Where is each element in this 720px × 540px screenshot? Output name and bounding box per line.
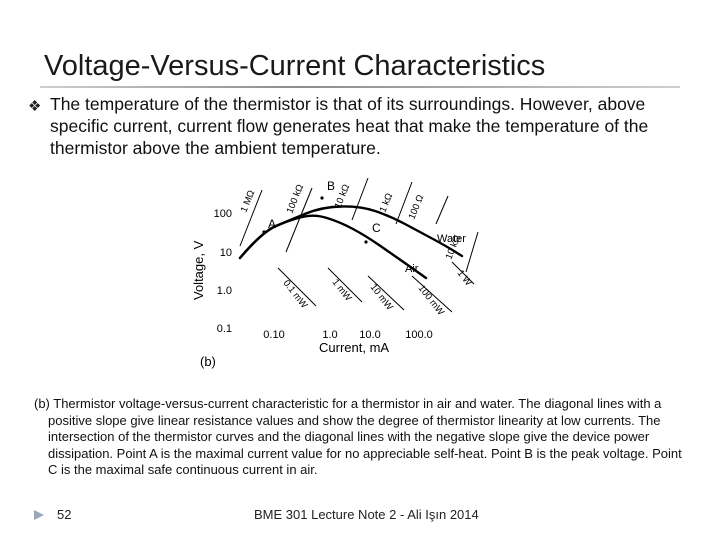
resistance-line-label: 1 MΩ <box>239 189 258 214</box>
series-label-air: Air <box>405 263 419 275</box>
y-tick-label: 1.0 <box>217 285 232 297</box>
point-label-b: B <box>327 179 335 193</box>
panel-label: (b) <box>200 354 216 369</box>
x-tick-label: 10.0 <box>359 329 380 341</box>
x-tick-label: 1.0 <box>322 329 337 341</box>
point-marker-a <box>262 230 266 234</box>
power-line <box>367 275 405 311</box>
power-line-label: 1 W <box>455 268 474 288</box>
power-line-label: 0.1 mW <box>281 278 310 311</box>
y-tick-label: 0.1 <box>217 323 232 335</box>
bullet-icon: ❖ <box>28 98 42 115</box>
series-label-water: Water <box>437 233 466 245</box>
resistance-line <box>351 177 369 221</box>
x-axis-label: Current, mA <box>319 340 389 355</box>
resistance-line-label: 100 Ω <box>407 193 427 221</box>
slide-title: Voltage-Versus-Current Characteristics <box>44 50 546 82</box>
page-number: 52 <box>57 507 72 522</box>
resistance-line <box>395 181 413 225</box>
x-tick-label: 100.0 <box>405 329 433 341</box>
resistance-line <box>465 231 479 273</box>
resistance-line <box>435 195 449 225</box>
figure-caption: (b) Thermistor voltage-versus-current ch… <box>34 396 682 478</box>
power-line <box>327 267 363 303</box>
power-line <box>451 261 475 285</box>
point-marker-b <box>320 196 324 200</box>
title-underline <box>40 86 680 88</box>
point-marker-c <box>364 240 368 244</box>
footer-text: BME 301 Lecture Note 2 - Ali Işın 2014 <box>254 507 479 522</box>
curve-water <box>238 205 464 260</box>
x-tick-label: 0.10 <box>263 329 284 341</box>
power-line <box>411 275 453 313</box>
footer-marker-icon <box>34 510 44 520</box>
resistance-line <box>239 189 263 247</box>
y-axis-label: Voltage, V <box>191 240 206 300</box>
y-tick-label: 100 <box>214 208 232 220</box>
point-label-a: A <box>268 217 276 231</box>
curve-air <box>238 214 428 280</box>
bullet-text: The temperature of the thermistor is tha… <box>50 94 649 158</box>
resistance-line <box>285 187 313 253</box>
power-line-label: 100 mW <box>416 283 446 318</box>
point-label-c: C <box>372 221 381 235</box>
power-line <box>277 267 317 307</box>
y-tick-label: 10 <box>220 247 232 259</box>
resistance-line-label: 1 kΩ <box>378 192 396 214</box>
